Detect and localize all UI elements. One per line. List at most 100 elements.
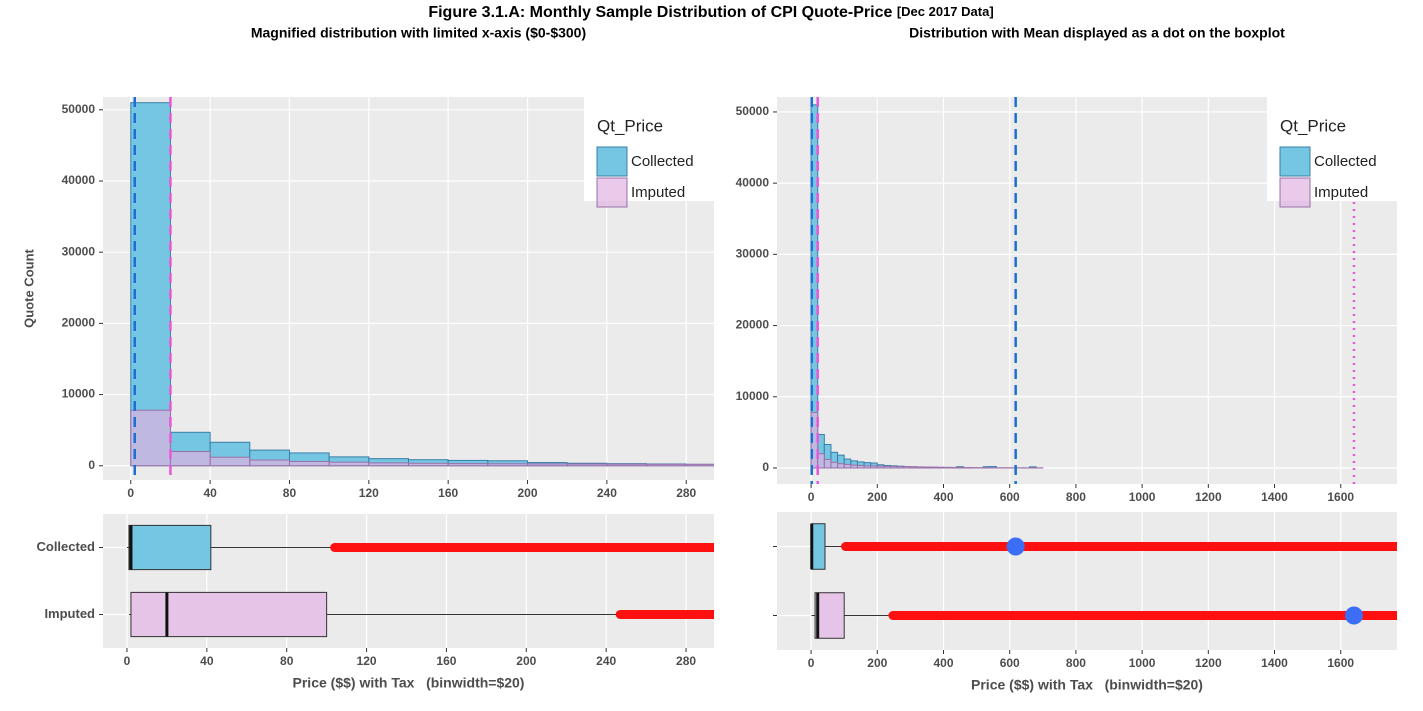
legend-label: Imputed xyxy=(631,184,685,201)
legend-label: Imputed xyxy=(1314,184,1368,201)
hist-bar xyxy=(857,465,864,467)
hist-bar xyxy=(131,410,171,466)
box xyxy=(815,593,844,639)
x-tick-label: 400 xyxy=(933,490,953,504)
x-tick-label: 40 xyxy=(203,486,217,500)
hist-bar xyxy=(250,460,290,466)
x-tick-label: 280 xyxy=(676,654,696,668)
x-tick-label: 240 xyxy=(597,486,617,500)
y-tick-label: Collected xyxy=(36,539,95,554)
hist-bar xyxy=(844,464,851,468)
y-tick-label: 40000 xyxy=(62,173,96,187)
x-tick-label: 800 xyxy=(1066,656,1086,670)
hist-bar xyxy=(937,467,944,468)
y-tick-label: 30000 xyxy=(62,244,96,258)
x-tick-label: 120 xyxy=(357,654,377,668)
x-tick-label: 1600 xyxy=(1327,490,1354,504)
hist-bar xyxy=(170,452,210,466)
hist-bar xyxy=(210,457,250,466)
plot-background xyxy=(777,512,1397,650)
legend-key xyxy=(597,178,627,207)
x-tick-label: 200 xyxy=(518,486,538,500)
x-axis-title: Price ($$) with Tax (binwidth=$20) xyxy=(293,675,525,691)
hist-bar xyxy=(567,464,607,466)
x-tick-label: 1400 xyxy=(1261,490,1288,504)
hist-bar xyxy=(851,465,858,468)
hist-bar xyxy=(910,467,917,468)
hist-bar xyxy=(686,464,726,465)
y-tick-label: 0 xyxy=(88,458,95,472)
y-tick-label: 20000 xyxy=(62,316,96,330)
x-tick-label: 600 xyxy=(1000,656,1020,670)
x-tick-label: 1600 xyxy=(1327,656,1354,670)
hist-bar xyxy=(930,467,937,468)
y-tick-label: Imputed xyxy=(44,606,95,621)
x-tick-label: 280 xyxy=(676,486,696,500)
x-tick-label: 160 xyxy=(436,654,456,668)
hist-bar xyxy=(891,466,898,468)
hist-bar xyxy=(488,464,528,466)
subtitle: Distribution with Mean displayed as a do… xyxy=(909,25,1285,41)
legend-key xyxy=(1280,147,1310,176)
hist-bar xyxy=(917,467,924,468)
hist-bar xyxy=(369,463,409,466)
x-tick-label: 240 xyxy=(596,654,616,668)
x-tick-label: 40 xyxy=(200,654,214,668)
hist-bar xyxy=(904,467,911,468)
mean-dot xyxy=(1345,607,1363,625)
x-tick-label: 1200 xyxy=(1195,656,1222,670)
x-tick-label: 200 xyxy=(867,490,887,504)
y-tick-label: 40000 xyxy=(736,175,770,189)
hist-bar xyxy=(944,467,951,468)
x-tick-label: 80 xyxy=(283,486,297,500)
y-tick-label: 0 xyxy=(762,460,769,474)
x-tick-label: 0 xyxy=(808,656,815,670)
y-tick-label: 10000 xyxy=(62,387,96,401)
title-note: [Dec 2017 Data] xyxy=(897,4,994,19)
x-axis-title: Price ($$) with Tax (binwidth=$20) xyxy=(971,677,1203,693)
y-tick-label: 50000 xyxy=(736,104,770,118)
hist-bar xyxy=(448,464,488,466)
x-tick-label: 600 xyxy=(1000,490,1020,504)
x-tick-label: 1200 xyxy=(1195,490,1222,504)
subtitle: Magnified distribution with limited x-ax… xyxy=(251,25,586,41)
hist-bar xyxy=(647,464,687,465)
x-tick-label: 200 xyxy=(516,654,536,668)
x-tick-label: 200 xyxy=(867,656,887,670)
hist-bar xyxy=(838,464,845,468)
x-tick-label: 120 xyxy=(359,486,379,500)
hist-bar xyxy=(528,464,568,466)
x-tick-label: 160 xyxy=(438,486,458,500)
hist-bar xyxy=(607,464,647,466)
legend-key xyxy=(1280,178,1310,207)
legend-title: Qt_Price xyxy=(1280,116,1346,135)
hist-bar xyxy=(950,467,957,468)
hist-bar xyxy=(877,466,884,468)
box xyxy=(129,525,211,569)
hist-bar xyxy=(409,463,449,465)
x-tick-label: 0 xyxy=(808,490,815,504)
y-tick-label: 10000 xyxy=(736,389,770,403)
hist-bar xyxy=(864,466,871,468)
legend-title: Qt_Price xyxy=(597,116,663,135)
x-tick-label: 1000 xyxy=(1129,656,1156,670)
legend-key xyxy=(597,147,627,176)
x-tick-label: 0 xyxy=(124,654,131,668)
x-tick-label: 80 xyxy=(280,654,294,668)
y-axis-title: Quote Count xyxy=(21,248,36,327)
title-main: Figure 3.1.A: Monthly Sample Distributio… xyxy=(428,4,892,21)
x-tick-label: 1400 xyxy=(1261,656,1288,670)
figure-title: Figure 3.1.A: Monthly Sample Distributio… xyxy=(428,4,993,21)
hist-bar xyxy=(871,466,878,468)
box xyxy=(811,524,825,570)
hist-bar xyxy=(329,462,369,466)
hist-bar xyxy=(897,467,904,468)
hist-bar xyxy=(884,466,891,468)
x-tick-label: 0 xyxy=(127,486,134,500)
x-tick-label: 400 xyxy=(933,656,953,670)
y-tick-label: 50000 xyxy=(62,102,96,116)
y-tick-label: 30000 xyxy=(736,247,770,261)
x-tick-label: 1000 xyxy=(1129,490,1156,504)
legend-label: Collected xyxy=(1314,153,1377,170)
